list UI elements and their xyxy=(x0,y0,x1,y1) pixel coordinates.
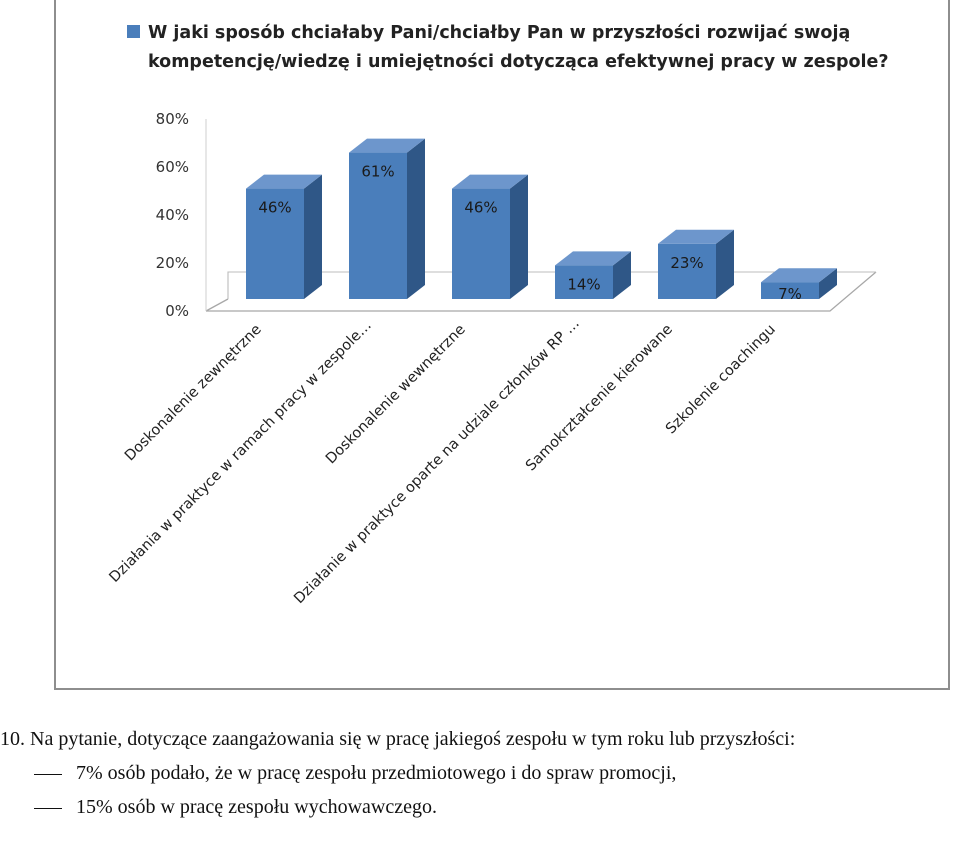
floor-left-edge xyxy=(205,298,229,312)
legend-swatch xyxy=(127,25,140,38)
bullet-text-2: 15% osób w pracę zespołu wychowawczego. xyxy=(76,796,437,818)
bar: 61% xyxy=(349,138,425,299)
legend: W jaki sposób chciałaby Pani/chciałby Pa… xyxy=(127,23,889,72)
dash-bullet xyxy=(34,773,62,775)
bar-side xyxy=(613,251,631,299)
data-label: 23% xyxy=(670,254,703,272)
bar: 46% xyxy=(246,174,322,299)
bar-side xyxy=(819,268,837,299)
bar: 7% xyxy=(761,268,837,303)
bar-side xyxy=(407,138,425,299)
data-label: 14% xyxy=(567,275,600,293)
bar-top xyxy=(555,251,631,266)
bar: 46% xyxy=(452,174,528,299)
bar-front xyxy=(452,188,510,299)
y-tick-label: 0% xyxy=(165,302,189,320)
bar: 23% xyxy=(658,229,734,299)
bar-series: 46% 61% 46% 14% 23% 7% xyxy=(246,138,837,303)
y-tick-label: 60% xyxy=(156,158,189,176)
bar-front xyxy=(555,265,613,299)
y-tick-label: 20% xyxy=(156,254,189,272)
bar-side xyxy=(510,174,528,299)
bar-top xyxy=(761,268,837,283)
document-text: 10. Na pytanie, dotyczące zaangażowania … xyxy=(0,722,960,824)
y-tick-label: 80% xyxy=(156,110,189,128)
bar-front xyxy=(349,152,407,299)
legend-line-1: W jaki sposób chciałaby Pani/chciałby Pa… xyxy=(148,23,850,43)
bar-front xyxy=(246,188,304,299)
category-label: Szkolenie coachingu xyxy=(663,322,779,438)
data-label: 46% xyxy=(464,199,497,217)
y-axis: 0% 20% 40% 60% 80% xyxy=(156,110,207,320)
paragraph-line-2: 7% osób podało, że w pracę zespołu przed… xyxy=(0,756,960,790)
data-label: 46% xyxy=(258,199,291,217)
chart-frame xyxy=(54,0,950,690)
bar-top xyxy=(246,174,322,189)
data-label: 7% xyxy=(778,285,802,303)
bar-top xyxy=(452,174,528,189)
bar: 14% xyxy=(555,251,631,299)
bar-top xyxy=(658,229,734,244)
data-label: 61% xyxy=(361,163,394,181)
bar-side xyxy=(716,229,734,299)
bar-front xyxy=(761,282,819,299)
y-tick-label: 40% xyxy=(156,206,189,224)
legend-line-2: kompetencję/wiedzę i umiejętności dotycz… xyxy=(148,52,889,72)
bar-side xyxy=(304,174,322,299)
bar-front xyxy=(658,243,716,299)
bar-top xyxy=(349,138,425,153)
paragraph-line-3: 15% osób w pracę zespołu wychowawczego. xyxy=(0,790,960,824)
paragraph-line-1: 10. Na pytanie, dotyczące zaangażowania … xyxy=(0,728,796,750)
dash-bullet xyxy=(34,807,62,809)
bullet-text-1: 7% osób podało, że w pracę zespołu przed… xyxy=(76,762,677,784)
floor-front-edge xyxy=(206,271,877,312)
bar-chart: W jaki sposób chciałaby Pani/chciałby Pa… xyxy=(106,23,889,608)
